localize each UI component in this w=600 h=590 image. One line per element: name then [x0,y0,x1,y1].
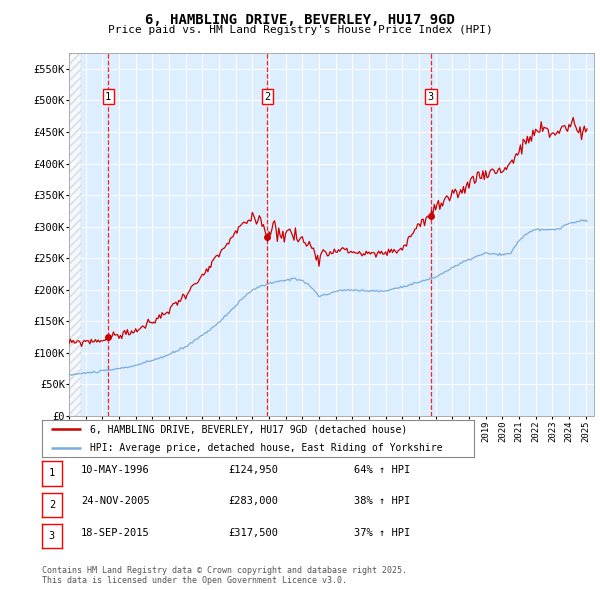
Text: 18-SEP-2015: 18-SEP-2015 [81,527,150,537]
Text: 2: 2 [49,500,55,510]
Text: Price paid vs. HM Land Registry's House Price Index (HPI): Price paid vs. HM Land Registry's House … [107,25,493,35]
Text: 3: 3 [428,91,434,101]
Text: £317,500: £317,500 [228,527,278,537]
Text: 6, HAMBLING DRIVE, BEVERLEY, HU17 9GD (detached house): 6, HAMBLING DRIVE, BEVERLEY, HU17 9GD (d… [89,424,407,434]
Text: 1: 1 [49,468,55,478]
Text: £124,950: £124,950 [228,465,278,475]
Text: 24-NOV-2005: 24-NOV-2005 [81,496,150,506]
Polygon shape [69,53,80,416]
Text: 2: 2 [264,91,271,101]
Text: 38% ↑ HPI: 38% ↑ HPI [354,496,410,506]
Text: Contains HM Land Registry data © Crown copyright and database right 2025.
This d: Contains HM Land Registry data © Crown c… [42,566,407,585]
Text: 10-MAY-1996: 10-MAY-1996 [81,465,150,475]
Text: 1: 1 [105,91,112,101]
Text: £283,000: £283,000 [228,496,278,506]
Text: 3: 3 [49,531,55,541]
Text: 6, HAMBLING DRIVE, BEVERLEY, HU17 9GD: 6, HAMBLING DRIVE, BEVERLEY, HU17 9GD [145,13,455,27]
Text: HPI: Average price, detached house, East Riding of Yorkshire: HPI: Average price, detached house, East… [89,443,442,453]
Text: 37% ↑ HPI: 37% ↑ HPI [354,527,410,537]
Text: 64% ↑ HPI: 64% ↑ HPI [354,465,410,475]
